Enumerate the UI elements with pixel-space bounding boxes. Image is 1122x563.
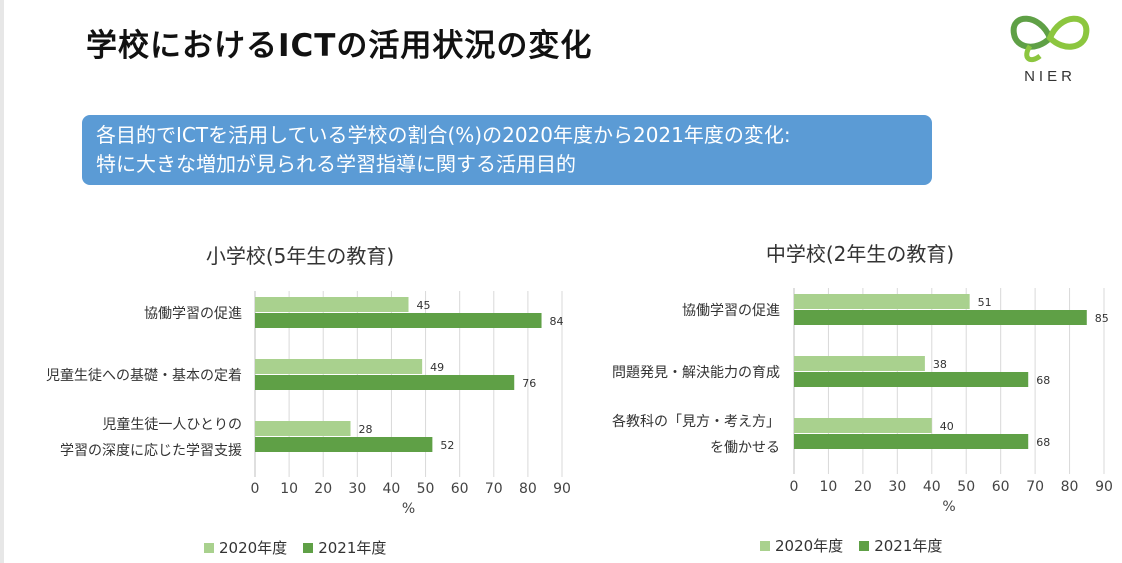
x-tick-label: 40 <box>383 481 401 497</box>
x-axis-label: % <box>942 499 955 515</box>
junior-high-chart-title: 中学校(2年生の教育) <box>765 242 955 266</box>
category-label: 協働学習の促進 <box>682 303 780 319</box>
category-label: 協働学習の促進 <box>144 306 242 322</box>
x-tick-label: 30 <box>348 481 366 497</box>
banner-line-1: 各目的でICTを活用している学校の割合(%)の2020年度から2021年度の変化… <box>96 123 791 147</box>
x-tick-label: 60 <box>992 479 1010 495</box>
x-axis-label: % <box>402 501 415 517</box>
x-tick-label: 0 <box>251 481 260 497</box>
data-label: 76 <box>522 377 536 390</box>
page-title: 学校におけるICTの活用状況の変化 <box>86 28 593 64</box>
x-tick-label: 20 <box>854 479 872 495</box>
x-tick-label: 70 <box>485 481 503 497</box>
x-tick-label: 50 <box>417 481 435 497</box>
bar-2020年度 <box>255 297 409 312</box>
category-label: 学習の深度に応じた学習支援 <box>60 443 242 459</box>
butterfly-logo-icon <box>1010 15 1090 63</box>
data-label: 49 <box>430 361 444 374</box>
legend-swatch-2020 <box>204 542 214 553</box>
data-label: 52 <box>440 439 454 452</box>
x-tick-label: 90 <box>553 481 571 497</box>
x-tick-label: 50 <box>957 479 975 495</box>
logo-text: NIER <box>1024 68 1076 85</box>
category-label: 児童生徒一人ひとりの <box>102 416 242 433</box>
data-label: 28 <box>359 423 373 436</box>
bar-2021年度 <box>255 375 515 390</box>
x-tick-label: 80 <box>1061 479 1079 495</box>
banner-line-2: 特に大きな増加が見られる学習指導に関する活用目的 <box>96 152 576 176</box>
elementary-chart-title: 小学校(5年生の教育) <box>205 244 395 268</box>
category-label: を働かせる <box>710 440 780 456</box>
data-label: 84 <box>550 315 564 328</box>
data-label: 51 <box>978 296 992 309</box>
x-tick-label: 40 <box>923 479 941 495</box>
bar-2021年度 <box>794 372 1029 387</box>
legend-swatch-2021 <box>859 540 870 551</box>
bar-2020年度 <box>255 359 423 374</box>
data-label: 85 <box>1095 312 1109 325</box>
elementary-legend: 2020年度 2021年度 <box>204 537 402 558</box>
legend-label-2020: 2020年度 <box>775 537 844 555</box>
x-tick-label: 80 <box>519 481 537 497</box>
data-label: 38 <box>933 358 947 371</box>
data-label: 40 <box>940 420 954 433</box>
x-tick-label: 0 <box>790 479 799 495</box>
data-label: 68 <box>1036 436 1050 449</box>
legend-swatch-2020 <box>760 540 770 551</box>
bar-2021年度 <box>255 437 433 452</box>
bar-2020年度 <box>794 418 932 433</box>
x-tick-label: 60 <box>451 481 469 497</box>
legend-label-2021: 2021年度 <box>874 537 943 555</box>
x-tick-label: 10 <box>280 481 298 497</box>
x-tick-label: 70 <box>1026 479 1044 495</box>
category-label: 問題発見・解決能力の育成 <box>612 365 780 381</box>
x-tick-label: 30 <box>888 479 906 495</box>
bar-2021年度 <box>794 434 1029 449</box>
category-label: 児童生徒への基礎・基本の定着 <box>46 367 242 384</box>
nier-logo: NIER <box>1000 8 1100 90</box>
x-tick-label: 90 <box>1095 479 1113 495</box>
bar-2020年度 <box>255 421 351 436</box>
category-label: 各教科の「見方・考え方」 <box>612 414 780 430</box>
legend-swatch-2021 <box>303 542 314 553</box>
bar-2020年度 <box>794 356 925 371</box>
x-tick-label: 10 <box>820 479 838 495</box>
summary-banner: 各目的でICTを活用している学校の割合(%)の2020年度から2021年度の変化… <box>82 115 932 185</box>
x-tick-label: 20 <box>314 481 332 497</box>
junior-high-legend: 2020年度 2021年度 <box>760 535 958 556</box>
bar-2020年度 <box>794 294 970 309</box>
bar-2021年度 <box>255 313 542 328</box>
left-edge-rule <box>0 0 4 563</box>
data-label: 68 <box>1036 374 1050 387</box>
legend-label-2021: 2021年度 <box>318 539 387 557</box>
data-label: 45 <box>417 299 431 312</box>
bar-2021年度 <box>794 310 1087 325</box>
legend-label-2020: 2020年度 <box>219 539 288 557</box>
